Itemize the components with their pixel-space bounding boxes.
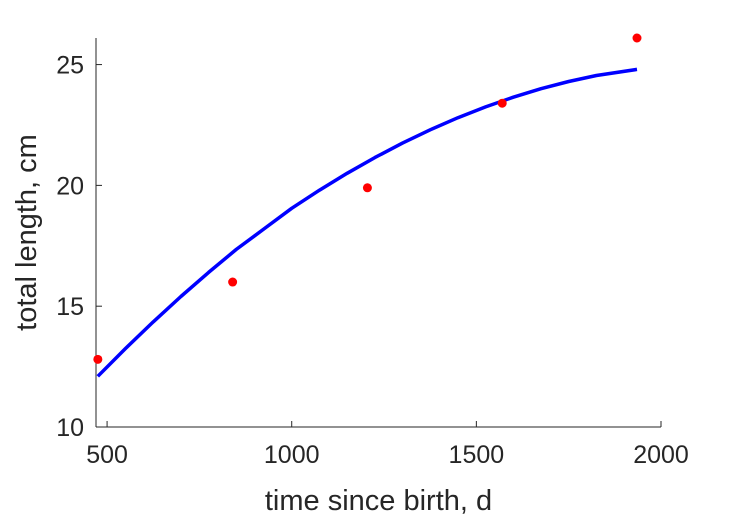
x-tick-label-2: 1500 [449,441,505,469]
y-tick-label-2: 20 [56,172,84,200]
data-point-0 [93,354,103,364]
x-tick-label-1: 1000 [264,441,320,469]
data-point-4 [632,33,642,43]
y-axis-label: total length, cm [11,134,43,331]
data-point-2 [362,183,372,193]
series-layer [93,33,642,378]
x-tick-label-3: 2000 [633,441,689,469]
data-point-1 [228,277,238,287]
y-tick-label-1: 15 [56,293,84,321]
ticks: 500 1000 1500 2000 10 15 20 25 [56,52,689,469]
axes [95,38,661,428]
data-point-3 [497,98,507,108]
x-axis-label: time since birth, d [265,485,492,517]
fit-curve [96,67,638,378]
y-tick-label-0: 10 [56,414,84,442]
y-tick-label-3: 25 [56,52,84,80]
x-tick-label-0: 500 [86,441,128,469]
